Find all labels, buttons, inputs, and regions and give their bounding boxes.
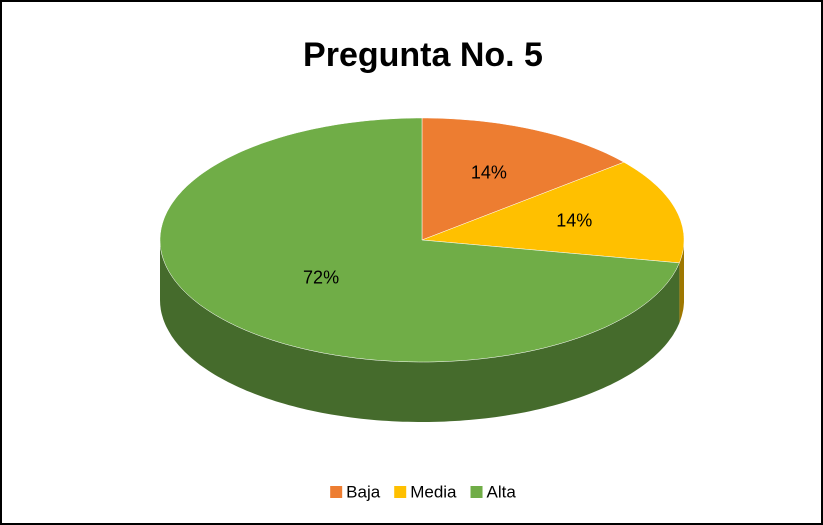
legend-swatch [394,486,407,498]
pie-slice [421,161,685,264]
pie-side [160,240,680,422]
pie-side [679,240,684,323]
legend-label: Baja [346,482,381,501]
data-label: 72% [303,268,339,288]
data-label: 14% [471,163,507,183]
chart-title: Pregunta No. 5 [303,36,543,74]
pie-slice [421,117,625,241]
legend-label: Media [410,482,457,501]
legend-swatch [470,486,483,498]
pie-slice [159,117,680,363]
legend-label: Alta [487,482,517,501]
data-label: 14% [556,211,592,231]
legend-swatch [330,486,343,498]
